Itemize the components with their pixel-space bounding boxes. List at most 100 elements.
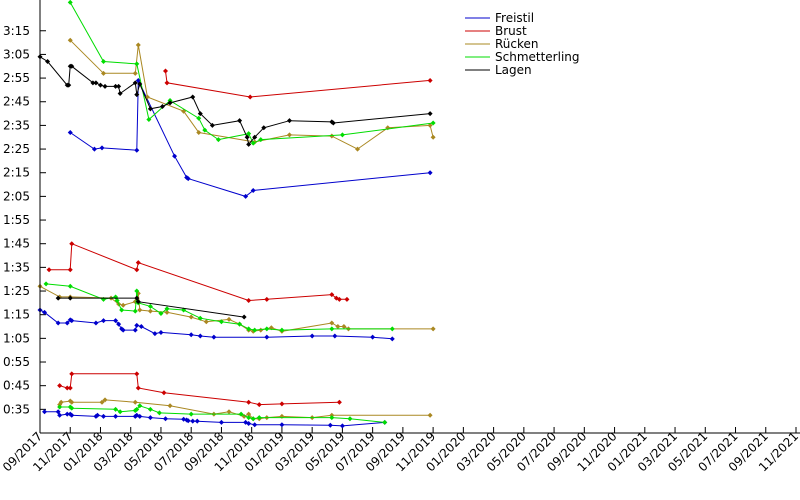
data-point <box>132 399 138 405</box>
data-point <box>344 296 350 302</box>
data-point <box>202 127 208 133</box>
y-tick-marks <box>39 30 797 433</box>
data-point <box>147 308 153 314</box>
data-point <box>67 130 73 136</box>
data-point <box>158 329 164 335</box>
data-point <box>164 309 170 315</box>
data-point <box>329 415 335 421</box>
data-point <box>226 409 232 415</box>
data-point <box>57 412 63 418</box>
data-point <box>137 413 143 419</box>
data-point <box>45 59 51 65</box>
data-point <box>69 412 75 418</box>
data-point <box>67 385 73 391</box>
data-point <box>279 327 285 333</box>
data-point <box>147 303 153 309</box>
data-point <box>286 132 292 138</box>
data-point <box>339 132 345 138</box>
data-point <box>329 326 335 332</box>
y-tick-labels: 3:15 3:05 2:55 2:45 2:35 2:25 2:15 2:05 1:55 1:45… <box>3 24 30 417</box>
data-point <box>117 409 123 415</box>
legend-label: Lagen <box>495 63 532 77</box>
y-tick-label: 1:35 <box>3 260 30 274</box>
series-line <box>165 70 431 98</box>
data-point <box>430 134 436 140</box>
data-point <box>135 299 141 305</box>
data-point <box>218 419 224 425</box>
data-point <box>279 422 285 428</box>
data-point <box>164 80 170 86</box>
data-point <box>147 406 153 412</box>
data-point <box>162 68 168 74</box>
data-point <box>427 122 433 128</box>
y-tick-label: 0:45 <box>3 379 30 393</box>
data-point <box>67 295 73 301</box>
y-tick-label: 3:05 <box>3 47 30 61</box>
data-point <box>190 94 196 100</box>
data-point <box>67 0 73 5</box>
data-point <box>430 326 436 332</box>
data-point <box>147 106 153 112</box>
data-point <box>247 94 253 100</box>
y-tick-label: 2:45 <box>3 95 30 109</box>
data-point <box>69 241 75 247</box>
data-point <box>279 401 285 407</box>
data-point <box>250 416 256 422</box>
data-point <box>370 334 376 340</box>
data-point <box>67 37 73 43</box>
series-line <box>45 283 393 331</box>
data-point <box>137 81 143 87</box>
data-point <box>102 397 108 403</box>
data-point <box>197 111 203 117</box>
data-point <box>286 118 292 124</box>
y-tick-label: 2:15 <box>3 166 30 180</box>
data-point <box>194 418 200 424</box>
data-point <box>114 297 120 303</box>
data-point <box>42 309 48 315</box>
legend-label: Freistil <box>495 11 534 25</box>
data-point <box>69 63 75 69</box>
data-point <box>256 415 262 421</box>
data-point <box>113 406 119 412</box>
data-point <box>99 399 105 405</box>
data-point <box>256 402 262 408</box>
data-point <box>246 131 252 137</box>
data-point <box>211 334 217 340</box>
data-point <box>427 412 433 418</box>
axes <box>39 0 800 434</box>
y-tick-label: 1:25 <box>3 284 30 298</box>
data-point <box>162 416 168 422</box>
series-layer <box>37 0 436 429</box>
data-point <box>197 315 203 321</box>
data-point <box>252 422 258 428</box>
data-point <box>264 334 270 340</box>
data-point <box>134 406 140 412</box>
data-point <box>427 77 433 83</box>
series-lagen <box>37 54 433 320</box>
data-point <box>246 141 252 147</box>
data-point <box>101 59 107 65</box>
data-point <box>137 307 143 313</box>
legend-label: Rücken <box>495 37 539 51</box>
data-point <box>341 324 347 330</box>
data-point <box>134 322 140 328</box>
data-point <box>215 137 221 143</box>
data-point <box>261 125 267 131</box>
data-point <box>69 399 75 405</box>
data-point <box>99 145 105 151</box>
data-point <box>132 70 138 76</box>
data-point <box>66 82 72 88</box>
data-point <box>102 83 108 89</box>
data-point <box>69 371 75 377</box>
data-point <box>190 418 196 424</box>
data-point <box>94 412 100 418</box>
data-point <box>347 416 353 422</box>
data-point <box>430 120 436 126</box>
data-point <box>196 115 202 121</box>
data-point <box>134 92 140 98</box>
data-point <box>161 390 167 396</box>
data-point <box>258 137 264 143</box>
data-point <box>116 83 122 89</box>
data-point <box>113 318 119 324</box>
